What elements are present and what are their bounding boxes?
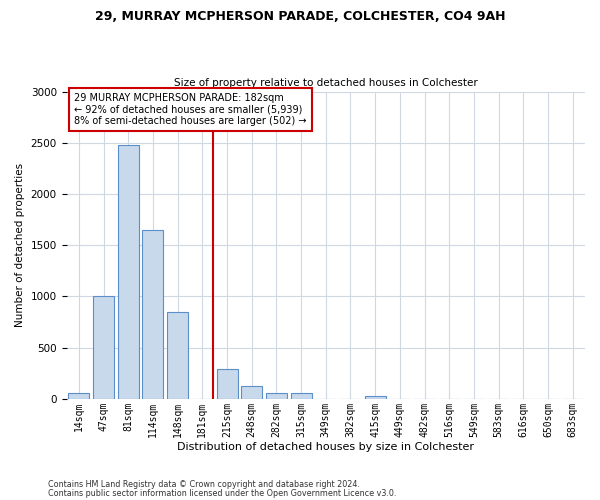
Text: 29 MURRAY MCPHERSON PARADE: 182sqm
← 92% of detached houses are smaller (5,939)
: 29 MURRAY MCPHERSON PARADE: 182sqm ← 92%…: [74, 93, 307, 126]
Bar: [93, 296, 114, 399]
Bar: [118, 145, 139, 399]
Bar: [241, 386, 262, 399]
Bar: [68, 393, 89, 399]
Bar: [365, 396, 386, 399]
Text: 29, MURRAY MCPHERSON PARADE, COLCHESTER, CO4 9AH: 29, MURRAY MCPHERSON PARADE, COLCHESTER,…: [95, 10, 505, 23]
Y-axis label: Number of detached properties: Number of detached properties: [15, 163, 25, 328]
Bar: [167, 312, 188, 399]
Text: Contains HM Land Registry data © Crown copyright and database right 2024.: Contains HM Land Registry data © Crown c…: [48, 480, 360, 489]
Title: Size of property relative to detached houses in Colchester: Size of property relative to detached ho…: [174, 78, 478, 88]
X-axis label: Distribution of detached houses by size in Colchester: Distribution of detached houses by size …: [177, 442, 474, 452]
Bar: [266, 394, 287, 399]
Bar: [142, 230, 163, 399]
Text: Contains public sector information licensed under the Open Government Licence v3: Contains public sector information licen…: [48, 488, 397, 498]
Bar: [217, 369, 238, 399]
Bar: [290, 394, 311, 399]
